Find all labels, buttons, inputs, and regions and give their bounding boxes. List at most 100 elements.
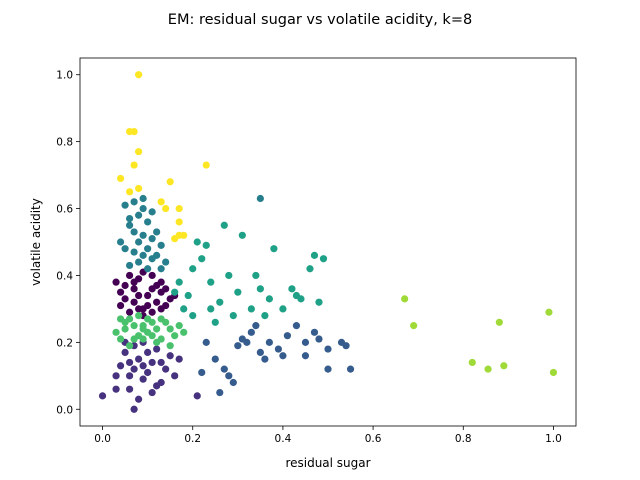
x-tick-label: 0.8 [455, 433, 472, 445]
scatter-point-cluster-3 [153, 251, 161, 259]
scatter-point-cluster-3 [130, 198, 138, 206]
scatter-point-cluster-4 [189, 312, 197, 320]
scatter-point-cluster-0 [116, 288, 125, 296]
scatter-point-cluster-1 [116, 362, 125, 370]
scatter-point-cluster-1 [126, 385, 134, 393]
scatter-point-cluster-5 [121, 325, 129, 333]
scatter-point-cluster-7 [135, 148, 143, 156]
scatter-point-cluster-2 [229, 378, 237, 387]
scatter-point-cluster-5 [139, 325, 147, 333]
scatter-point-cluster-0 [157, 305, 165, 313]
scatter-point-cluster-3 [148, 235, 156, 243]
scatter-point-cluster-7 [130, 128, 138, 136]
x-axis-label: residual sugar [285, 456, 370, 470]
scatter-point-cluster-2 [261, 355, 269, 363]
scatter-point-cluster-2 [202, 338, 210, 346]
scatter-point-cluster-5 [162, 318, 170, 326]
scatter-point-cluster-4 [198, 255, 206, 263]
scatter-point-cluster-3 [162, 258, 170, 266]
scatter-point-cluster-3 [139, 231, 147, 239]
scatter-point-cluster-4 [180, 305, 188, 313]
scatter-point-cluster-4 [216, 298, 224, 306]
scatter-point-cluster-5 [180, 328, 188, 336]
scatter-point-cluster-7 [166, 178, 174, 186]
scatter-point-cluster-1 [126, 358, 134, 367]
scatter-point-cluster-0 [148, 308, 156, 316]
scatter-point-cluster-3 [130, 248, 138, 256]
scatter-point-cluster-3 [130, 228, 138, 236]
scatter-point-cluster-4 [184, 291, 192, 300]
scatter-point-cluster-4 [207, 305, 215, 313]
scatter-point-cluster-0 [126, 308, 134, 316]
scatter-point-cluster-5 [126, 315, 134, 323]
scatter-point-cluster-0 [135, 305, 143, 313]
scatter-point-cluster-0 [126, 271, 134, 280]
y-tick-label: 1.0 [56, 70, 73, 82]
scatter-point-cluster-0 [112, 278, 120, 286]
scatter-point-cluster-3 [126, 261, 134, 270]
scatter-point-cluster-0 [130, 285, 138, 293]
scatter-point-cluster-1 [130, 405, 138, 413]
scatter-point-cluster-5 [144, 315, 152, 323]
scatter-point-cluster-3 [144, 265, 152, 273]
scatter-point-cluster-5 [135, 332, 143, 340]
scatter-point-cluster-4 [234, 288, 242, 296]
y-tick-label: 0.2 [56, 337, 73, 349]
scatter-point-cluster-7 [175, 231, 183, 239]
scatter-point-cluster-0 [148, 271, 156, 280]
scatter-point-cluster-2 [234, 342, 242, 350]
scatter-point-cluster-3 [139, 251, 147, 259]
scatter-point-cluster-1 [153, 382, 161, 390]
scatter-point-cluster-3 [126, 214, 134, 223]
scatter-point-cluster-7 [126, 188, 134, 196]
scatter-point-cluster-4 [229, 312, 237, 320]
scatter-point-cluster-2 [211, 355, 219, 363]
y-tick-label: 0.6 [56, 204, 73, 216]
scatter-point-cluster-1 [98, 392, 107, 400]
scatter-point-cluster-1 [112, 385, 120, 393]
scatter-point-cluster-3 [256, 194, 264, 203]
scatter-point-cluster-4 [171, 288, 179, 296]
chart-title: EM: residual sugar vs volatile acidity, … [168, 12, 472, 28]
x-tick-label: 0.2 [184, 433, 201, 445]
scatter-point-cluster-4 [319, 255, 328, 263]
scatter-point-cluster-1 [148, 388, 156, 397]
scatter-point-cluster-6 [495, 318, 503, 326]
scatter-point-cluster-7 [162, 204, 170, 213]
scatter-point-cluster-0 [162, 285, 170, 293]
scatter-point-cluster-7 [202, 161, 210, 169]
scatter-point-cluster-3 [148, 208, 156, 216]
scatter-point-cluster-0 [144, 291, 152, 300]
scatter-point-cluster-2 [324, 345, 332, 353]
scatter-point-cluster-5 [135, 312, 143, 320]
scatter-point-cluster-1 [171, 372, 179, 380]
scatter-point-cluster-5 [116, 335, 125, 343]
scatter-point-cluster-4 [288, 285, 296, 293]
scatter-point-cluster-0 [153, 298, 161, 306]
scatter-point-cluster-1 [166, 352, 174, 360]
scatter-point-cluster-2 [247, 328, 255, 336]
scatter-point-cluster-1 [121, 348, 129, 356]
scatter-point-cluster-5 [171, 332, 179, 340]
scatter-point-cluster-2 [279, 352, 287, 360]
scatter-point-cluster-2 [301, 338, 310, 346]
scatter-point-cluster-1 [139, 375, 147, 383]
scatter-point-cluster-0 [121, 281, 129, 290]
scatter-point-cluster-7 [175, 218, 183, 226]
scatter-point-cluster-4 [310, 251, 319, 259]
scatter-point-cluster-0 [148, 285, 156, 293]
scatter-point-cluster-1 [153, 345, 161, 353]
scatter-point-cluster-5 [175, 322, 183, 330]
scatter-point-cluster-5 [157, 335, 165, 343]
scatter-point-cluster-4 [261, 312, 269, 320]
scatter-point-cluster-3 [139, 204, 147, 213]
scatter-point-cluster-3 [116, 238, 125, 246]
scatter-point-cluster-1 [139, 362, 147, 370]
scatter-point-cluster-4 [207, 278, 215, 286]
y-tick-label: 0.8 [56, 137, 73, 149]
scatter-point-cluster-4 [175, 278, 183, 286]
scatter-point-cluster-0 [121, 295, 129, 303]
scatter-point-cluster-4 [256, 285, 264, 293]
scatter-point-cluster-2 [220, 365, 228, 373]
